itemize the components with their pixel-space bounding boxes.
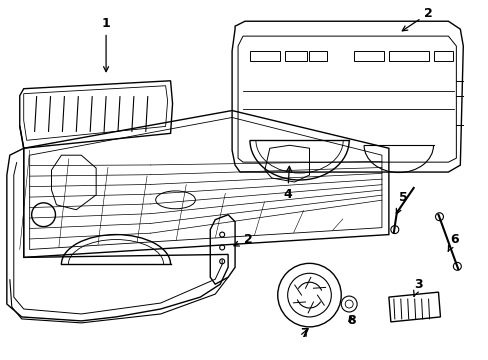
- Text: 7: 7: [300, 327, 308, 340]
- Text: 1: 1: [102, 17, 110, 72]
- Text: 5: 5: [395, 192, 407, 214]
- Text: 4: 4: [283, 166, 291, 201]
- Text: 2: 2: [233, 233, 252, 246]
- Text: 6: 6: [447, 233, 458, 251]
- Text: 2: 2: [402, 7, 432, 31]
- Text: 3: 3: [413, 278, 422, 296]
- Text: 8: 8: [346, 314, 355, 327]
